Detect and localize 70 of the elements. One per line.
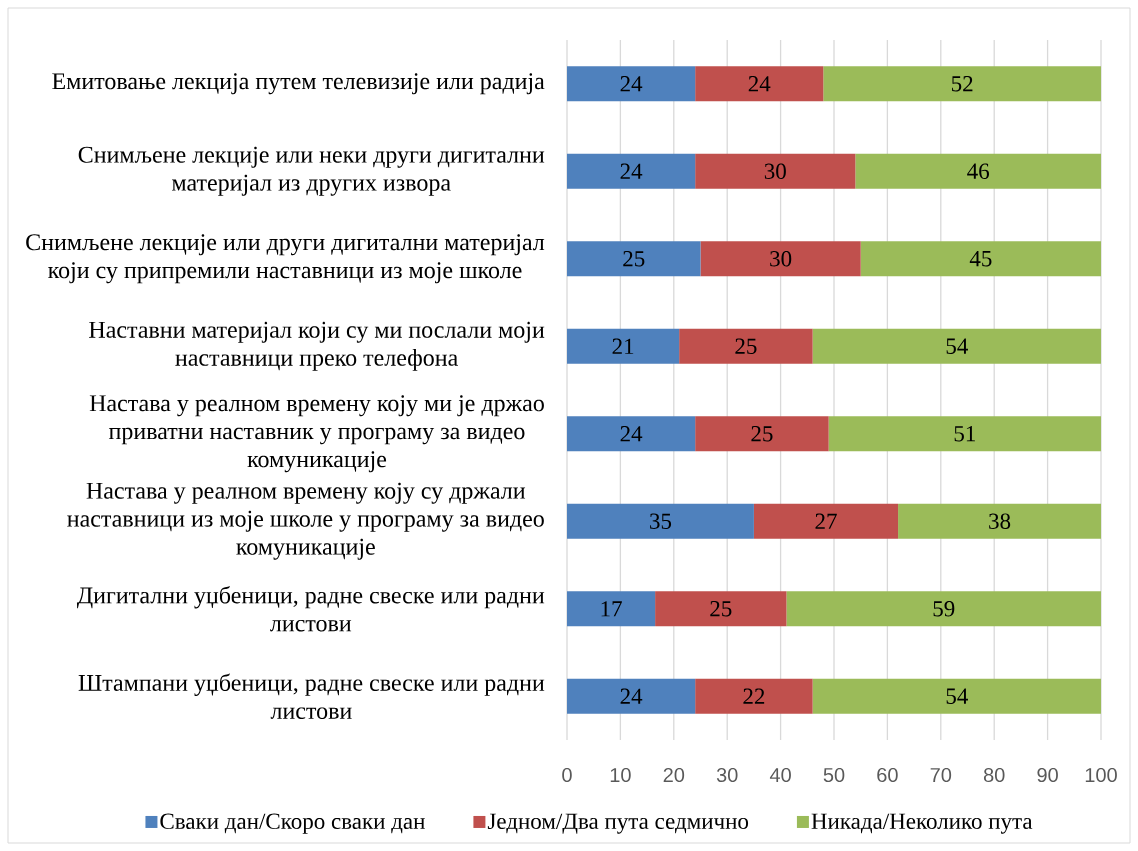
data-label: 25	[735, 338, 757, 354]
data-label: 30	[764, 163, 786, 179]
data-label: 25	[623, 251, 645, 267]
x-tick-label: 80	[983, 767, 1005, 783]
bar	[567, 416, 696, 452]
bar	[898, 503, 1101, 539]
y-tick-label: Настава у реалном времену коју су држали наставници из моје школе у програму за видео комуникације	[67, 482, 544, 560]
bar	[567, 66, 696, 102]
data-label: 25	[751, 426, 773, 442]
bar	[695, 66, 824, 102]
y-tick-label: Настава у реалном времену коју ми је држао приватни наставник у програму за видео комуникације	[89, 395, 544, 473]
x-tick-label: 10	[610, 767, 631, 783]
y-tick-label: Емитовање лекција путем телевизије или радија	[52, 73, 545, 95]
data-label: 24	[748, 76, 771, 92]
bar	[695, 153, 856, 189]
bar	[786, 591, 1101, 627]
y-tick-label: Снимљене лекције или неки други дигитални материјал из других извора	[78, 146, 545, 196]
bar	[567, 503, 754, 539]
x-tick-label: 100	[1085, 767, 1117, 783]
bar	[695, 678, 813, 714]
data-label: 24	[620, 426, 643, 442]
legend-label: Сваки дан/Скоро сваки дан	[160, 813, 425, 834]
bar	[812, 328, 1101, 364]
data-label: 30	[770, 250, 792, 267]
bar	[567, 241, 701, 277]
bar	[567, 678, 696, 714]
x-tick-label: 70	[930, 767, 952, 783]
data-label: 17	[601, 601, 622, 617]
data-label: 59	[933, 601, 955, 617]
bar	[823, 66, 1101, 102]
data-label: 35	[650, 513, 672, 529]
y-tick-label: Штампани уџбеници, радне свеске или радни листови	[78, 673, 545, 719]
data-label: 52	[952, 76, 973, 92]
y-tick-label: Наставни материјал који су ми послали моји наставници преко телефона	[89, 321, 545, 371]
bar	[679, 328, 813, 364]
bar	[567, 328, 680, 364]
bar	[855, 153, 1101, 189]
data-label: 27	[815, 513, 837, 529]
bar	[812, 678, 1101, 714]
x-tick-label: 50	[823, 767, 845, 783]
data-label: 22	[743, 688, 765, 704]
y-tick-label: Снимљене лекције или други дигитални материјал који су припремили наставници из моје школе	[26, 234, 545, 284]
bar	[695, 416, 829, 452]
data-label: 38	[989, 513, 1011, 529]
data-label: 25	[710, 601, 732, 617]
data-label: 24	[620, 163, 643, 179]
bar	[567, 591, 656, 627]
x-tick-label: 60	[877, 767, 898, 783]
y-tick-label: Дигитални уџбеници, радне свеске или радни листови	[76, 586, 545, 632]
data-label: 24	[620, 688, 643, 704]
data-label: 54	[946, 688, 968, 704]
legend-label: Никада/Неколико пута	[811, 813, 1033, 834]
bar	[700, 241, 861, 277]
bar	[567, 153, 696, 189]
x-tick-label: 30	[716, 767, 738, 783]
data-label: 45	[969, 251, 992, 267]
x-tick-label: 40	[769, 767, 791, 783]
bar	[753, 503, 899, 539]
bar	[828, 416, 1101, 452]
data-label: 21	[612, 338, 634, 354]
bar	[655, 591, 787, 627]
data-label: 54	[946, 338, 968, 354]
x-tick-label: 20	[663, 767, 685, 783]
data-label: 51	[954, 426, 975, 442]
bar	[860, 241, 1101, 277]
data-label: 24	[620, 76, 643, 92]
x-tick-label: 0	[562, 767, 572, 783]
legend-label: Једном/Два пута седмично	[487, 813, 749, 834]
data-label: 46	[967, 163, 990, 179]
x-tick-label: 90	[1037, 767, 1058, 783]
